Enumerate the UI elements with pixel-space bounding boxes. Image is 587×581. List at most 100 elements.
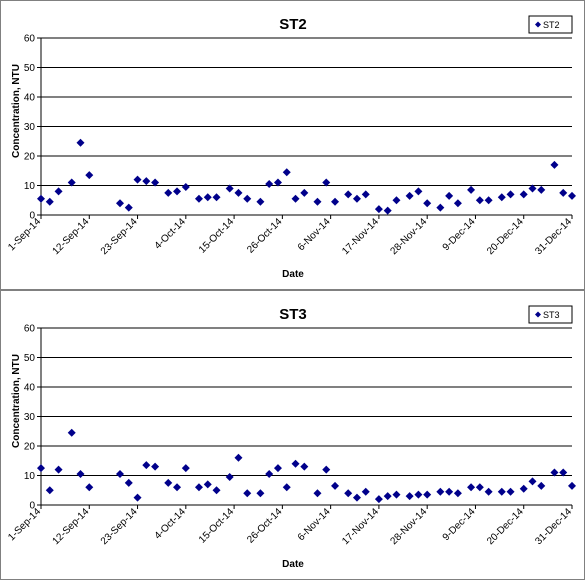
- data-point: [484, 196, 493, 205]
- data-point: [445, 487, 454, 496]
- data-point: [142, 461, 151, 470]
- x-tick-label: 1-Sep-14: [6, 506, 43, 543]
- data-point: [322, 465, 331, 474]
- x-tick-label: 6-Nov-14: [296, 506, 333, 543]
- data-point: [537, 185, 546, 194]
- data-point: [405, 191, 414, 200]
- x-tick-label: 31-Dec-14: [533, 506, 574, 547]
- x-tick-label: 26-Oct-14: [245, 216, 285, 256]
- data-point: [76, 138, 85, 147]
- x-tick-label: 4-Oct-14: [153, 216, 189, 252]
- data-point: [45, 486, 54, 495]
- data-point: [115, 470, 124, 479]
- data-point: [115, 199, 124, 208]
- data-point: [453, 489, 462, 498]
- x-tick-label: 23-Sep-14: [99, 506, 140, 547]
- data-point: [282, 483, 291, 492]
- data-point: [374, 205, 383, 214]
- x-tick-label: 17-Nov-14: [340, 216, 381, 257]
- x-tick-label: 12-Sep-14: [51, 506, 92, 547]
- legend-label-st3: ST3: [543, 310, 560, 320]
- y-tick-label: 10: [24, 471, 36, 482]
- legend: ST3: [528, 305, 573, 324]
- data-point: [256, 489, 265, 498]
- data-point: [519, 484, 528, 493]
- data-point: [37, 464, 45, 473]
- legend-marker: [535, 21, 541, 28]
- data-point: [76, 470, 85, 479]
- data-point: [550, 160, 559, 169]
- data-point: [173, 187, 182, 196]
- data-point: [173, 483, 182, 492]
- x-tick-label: 28-Nov-14: [389, 216, 430, 257]
- data-point: [374, 495, 383, 504]
- data-point: [453, 199, 462, 208]
- y-tick-label: 0: [29, 501, 35, 512]
- data-point: [361, 190, 370, 199]
- x-tick-label: 20-Dec-14: [485, 506, 526, 547]
- x-tick-label: 12-Sep-14: [51, 216, 92, 257]
- data-point: [568, 191, 576, 200]
- y-axis-title: Concentration, NTU: [11, 64, 22, 158]
- data-point: [392, 196, 401, 205]
- y-tick-label: 30: [24, 412, 36, 423]
- data-point: [405, 492, 414, 501]
- data-point: [133, 175, 142, 184]
- data-point: [142, 177, 151, 186]
- data-point: [291, 459, 300, 468]
- legend-marker: [535, 311, 541, 318]
- data-point: [151, 178, 160, 187]
- data-point: [506, 487, 515, 496]
- x-tick-label: 15-Oct-14: [197, 216, 237, 256]
- x-tick-label: 15-Oct-14: [197, 506, 237, 546]
- data-point: [85, 171, 94, 180]
- y-tick-label: 40: [24, 383, 36, 394]
- data-point: [484, 487, 493, 496]
- x-tick-label: 31-Dec-14: [533, 216, 574, 257]
- chart-title: ST3: [279, 306, 307, 323]
- data-point: [124, 203, 133, 212]
- data-point: [234, 453, 243, 462]
- chart-title: ST2: [279, 16, 307, 33]
- data-point: [54, 465, 63, 474]
- y-tick-label: 30: [24, 122, 36, 133]
- data-point: [331, 481, 340, 490]
- data-point: [234, 188, 243, 197]
- data-point: [194, 194, 203, 203]
- x-tick-label: 23-Sep-14: [99, 216, 140, 257]
- y-tick-label: 40: [24, 93, 36, 104]
- data-point: [559, 468, 568, 477]
- x-tick-label: 9-Dec-14: [441, 506, 478, 543]
- data-point: [85, 483, 94, 492]
- data-point: [300, 188, 309, 197]
- legend-box: [528, 15, 573, 34]
- x-tick-label: 9-Dec-14: [441, 216, 478, 253]
- data-point: [164, 478, 173, 487]
- data-point: [256, 197, 265, 206]
- y-tick-label: 50: [24, 63, 36, 74]
- x-tick-label: 4-Oct-14: [153, 506, 189, 542]
- data-point: [383, 492, 392, 501]
- data-point: [273, 178, 282, 187]
- data-point: [506, 190, 515, 199]
- chart-panel-st2: 0 10 20 30 40 50 60 1-Sep-14 12-Sep-14 23-Sep-14 4…: [0, 0, 585, 290]
- data-point: [352, 194, 361, 203]
- data-point: [291, 194, 300, 203]
- data-point: [467, 483, 476, 492]
- y-tick-label: 50: [24, 353, 36, 364]
- chart-panel-st3: 0 10 20 30 40 50 60 1-Sep-14 12-Sep-14 23-Sep-14 4…: [0, 290, 585, 580]
- y-tick-label: 60: [24, 34, 36, 45]
- data-point: [313, 489, 322, 498]
- data-point: [322, 178, 331, 187]
- x-tick-label: 6-Nov-14: [296, 216, 333, 253]
- data-point: [282, 168, 291, 177]
- x-tick-label: 20-Dec-14: [485, 216, 526, 257]
- data-point: [537, 481, 546, 490]
- data-point: [414, 187, 423, 196]
- data-point: [203, 480, 212, 489]
- data-point: [414, 490, 423, 499]
- data-point: [423, 490, 432, 499]
- data-point: [67, 178, 76, 187]
- data-point: [194, 483, 203, 492]
- data-point: [225, 184, 234, 193]
